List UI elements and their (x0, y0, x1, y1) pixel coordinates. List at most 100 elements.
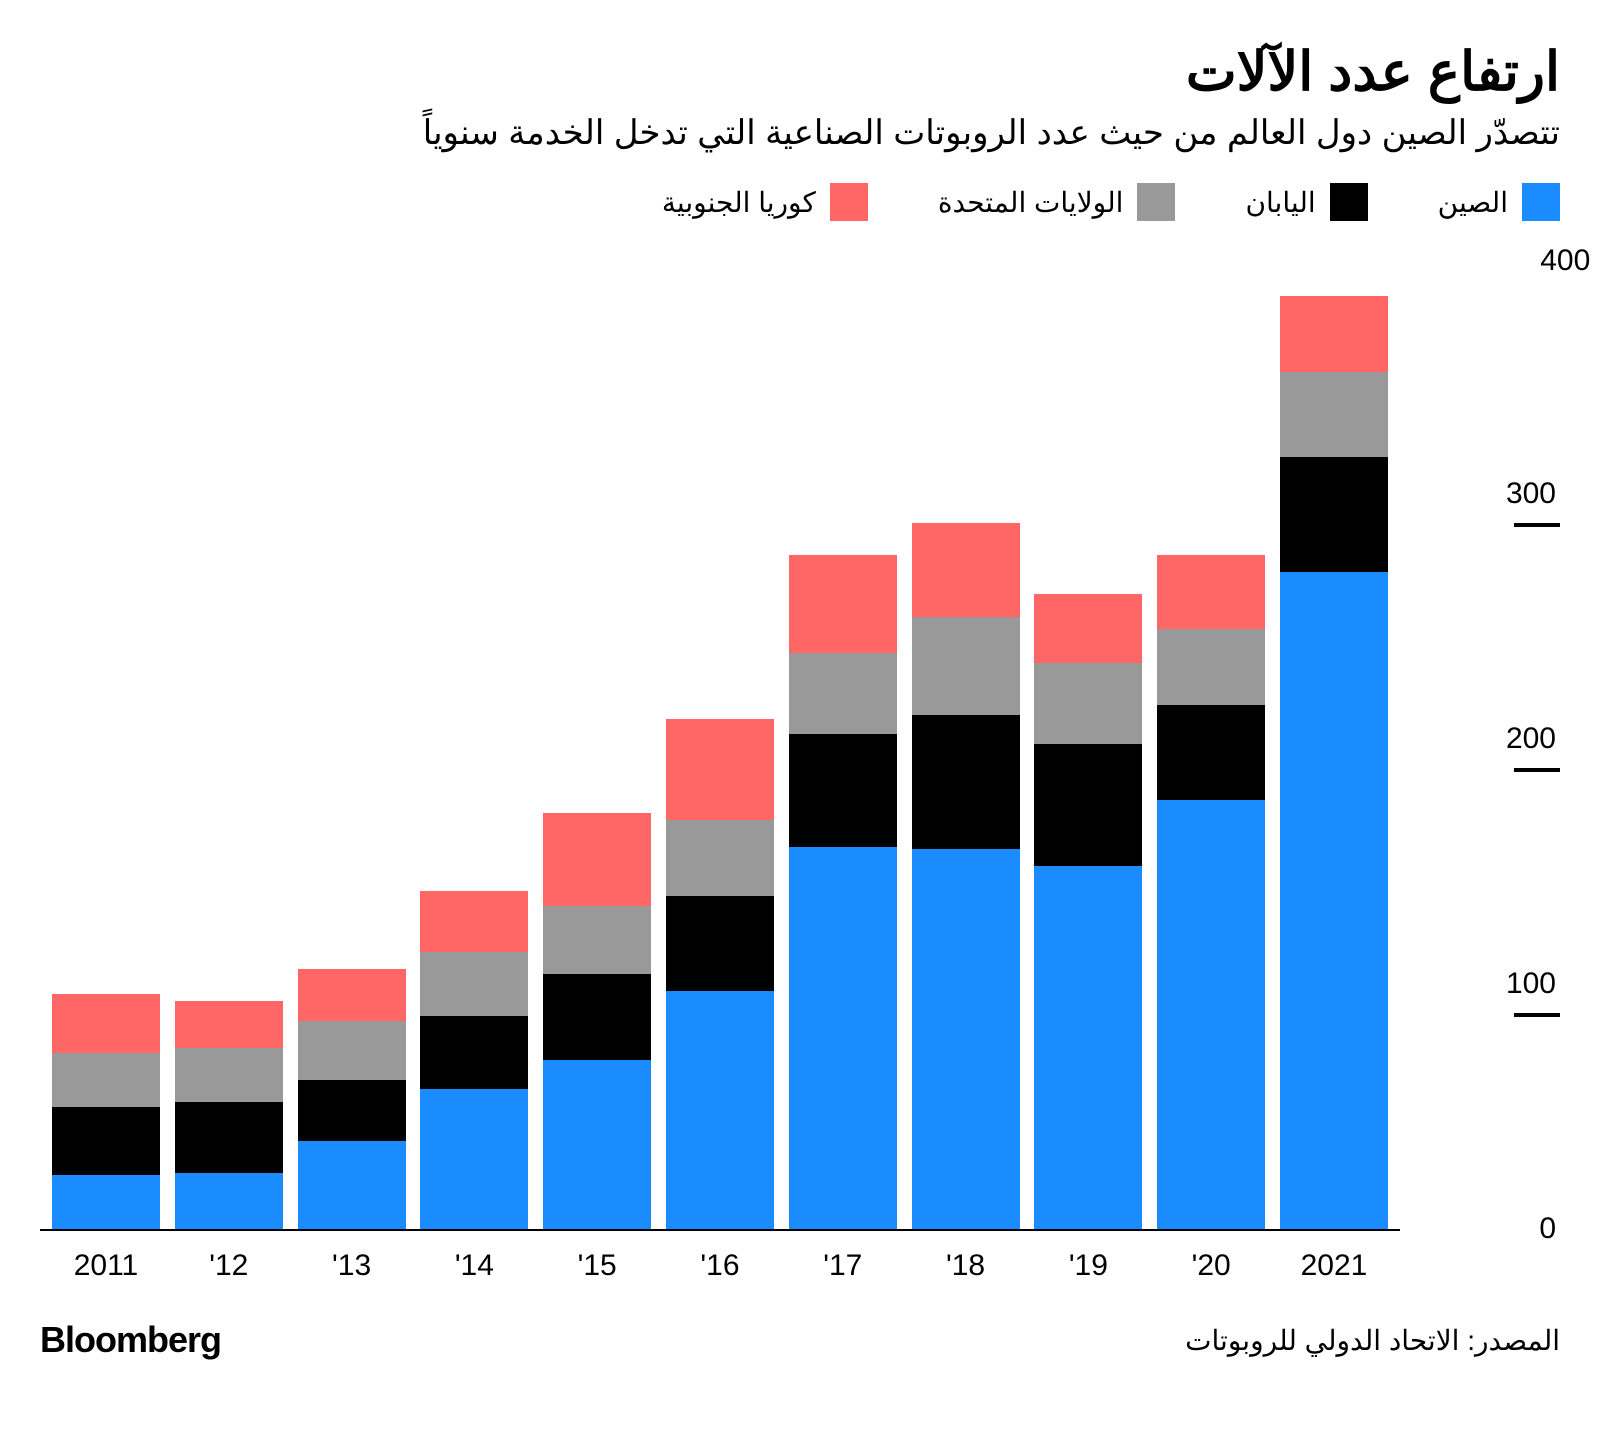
x-axis-label: '19 (1034, 1249, 1142, 1283)
bar-segment-skorea (420, 891, 528, 952)
bar-column (789, 555, 897, 1229)
bar-segment-skorea (1034, 594, 1142, 663)
x-axis-label: 2011 (52, 1249, 160, 1283)
bar-segment-japan (52, 1107, 160, 1176)
x-axis-label: 2021 (1280, 1249, 1388, 1283)
bar-column (1157, 555, 1265, 1229)
bar-segment-japan (1157, 705, 1265, 801)
bar-segment-china (1157, 800, 1265, 1229)
x-axis-label: '15 (543, 1249, 651, 1283)
legend-swatch (1137, 183, 1175, 221)
legend-item-japan: اليابان (1245, 183, 1367, 221)
footer: Bloomberg المصدر: الاتحاد الدولي للروبوت… (40, 1319, 1560, 1361)
bar-column (543, 813, 651, 1229)
y-tick-mark (1514, 1013, 1560, 1017)
legend-label: اليابان (1245, 186, 1315, 219)
bars-group (40, 251, 1400, 1229)
bar-segment-us (52, 1053, 160, 1107)
bar-segment-china (789, 847, 897, 1229)
bar-segment-us (1034, 663, 1142, 744)
chart-title: ارتفاع عدد الآلات (40, 40, 1560, 103)
bar-segment-us (789, 653, 897, 734)
bar-segment-japan (175, 1102, 283, 1173)
bar-segment-us (1280, 372, 1388, 458)
y-axis-ticks: 0100200300 (1410, 251, 1560, 1229)
x-axis-label: '18 (912, 1249, 1020, 1283)
chart-subtitle: تتصدّر الصين دول العالم من حيث عدد الروب… (40, 113, 1560, 153)
y-tick-mark (1514, 523, 1560, 527)
bar-column (1034, 594, 1142, 1229)
plot-area: 0100200300 (40, 251, 1400, 1231)
y-tick-label: 100 (1410, 967, 1560, 1001)
legend-label: الولايات المتحدة (938, 186, 1124, 219)
x-axis-label: '17 (789, 1249, 897, 1283)
x-axis-label: '16 (666, 1249, 774, 1283)
bar-segment-china (666, 991, 774, 1229)
bar-segment-japan (1280, 457, 1388, 572)
bar-column (52, 994, 160, 1229)
x-axis: 2011 '12 '13 '14 '15 '16 '17 '18 '19 '20 2021 (40, 1231, 1400, 1283)
bar-segment-china (912, 849, 1020, 1229)
x-axis-label: '13 (298, 1249, 406, 1283)
legend-label: الصين (1438, 186, 1508, 219)
y-tick: 200 (1410, 722, 1560, 756)
y-tick-label: 0 (1410, 1212, 1560, 1246)
bar-column (666, 719, 774, 1229)
bar-column (1280, 296, 1388, 1229)
source-text: المصدر: الاتحاد الدولي للروبوتات (1185, 1324, 1560, 1357)
bar-segment-japan (789, 734, 897, 847)
legend-swatch (830, 183, 868, 221)
bar-segment-us (1157, 629, 1265, 705)
y-tick: 0 (1410, 1212, 1560, 1246)
bar-segment-japan (298, 1080, 406, 1141)
bar-segment-china (298, 1141, 406, 1229)
x-axis-label: '14 (420, 1249, 528, 1283)
bar-column (912, 523, 1020, 1229)
bar-segment-us (298, 1021, 406, 1080)
bar-segment-skorea (912, 523, 1020, 616)
y-tick: 100 (1410, 967, 1560, 1001)
bar-segment-skorea (543, 813, 651, 906)
bar-segment-skorea (666, 719, 774, 819)
bar-column (420, 891, 528, 1229)
bar-column (298, 969, 406, 1229)
bar-segment-skorea (52, 994, 160, 1053)
bar-segment-us (543, 906, 651, 975)
y-tick-label: 200 (1410, 722, 1560, 756)
y-tick-mark (1514, 768, 1560, 772)
bar-segment-us (420, 952, 528, 1016)
bar-segment-japan (666, 896, 774, 992)
chart-container: ارتفاع عدد الآلات تتصدّر الصين دول العال… (40, 40, 1560, 1361)
plot-wrap: 400 ألف وحدة 0100200300 2011'12'13'14'15… (40, 251, 1560, 1283)
y-tick-label: 300 (1410, 477, 1560, 511)
legend: الصين اليابان الولايات المتحدة كوريا الجنوب… (40, 183, 1560, 221)
bar-segment-us (666, 820, 774, 896)
brand-logo: Bloomberg (40, 1319, 221, 1361)
bar-segment-us (912, 617, 1020, 715)
bar-segment-skorea (1157, 555, 1265, 629)
bar-segment-china (52, 1175, 160, 1229)
legend-label: كوريا الجنوبية (662, 186, 816, 219)
bar-segment-japan (543, 974, 651, 1060)
bar-segment-japan (1034, 744, 1142, 867)
x-axis-label: '20 (1157, 1249, 1265, 1283)
legend-item-us: الولايات المتحدة (938, 183, 1176, 221)
bar-segment-us (175, 1048, 283, 1102)
bar-segment-skorea (789, 555, 897, 653)
bar-segment-skorea (298, 969, 406, 1020)
legend-item-skorea: كوريا الجنوبية (662, 183, 868, 221)
bar-segment-china (1034, 866, 1142, 1229)
bar-segment-china (543, 1060, 651, 1229)
bar-segment-china (175, 1173, 283, 1229)
x-axis-label: '12 (175, 1249, 283, 1283)
bar-segment-skorea (1280, 296, 1388, 372)
legend-item-china: الصين (1438, 183, 1560, 221)
bar-segment-japan (420, 1016, 528, 1090)
legend-swatch (1330, 183, 1368, 221)
bar-segment-skorea (175, 1001, 283, 1048)
bar-column (175, 1001, 283, 1229)
bar-segment-japan (912, 715, 1020, 850)
bar-segment-china (1280, 572, 1388, 1229)
y-tick: 300 (1410, 477, 1560, 511)
legend-swatch (1522, 183, 1560, 221)
